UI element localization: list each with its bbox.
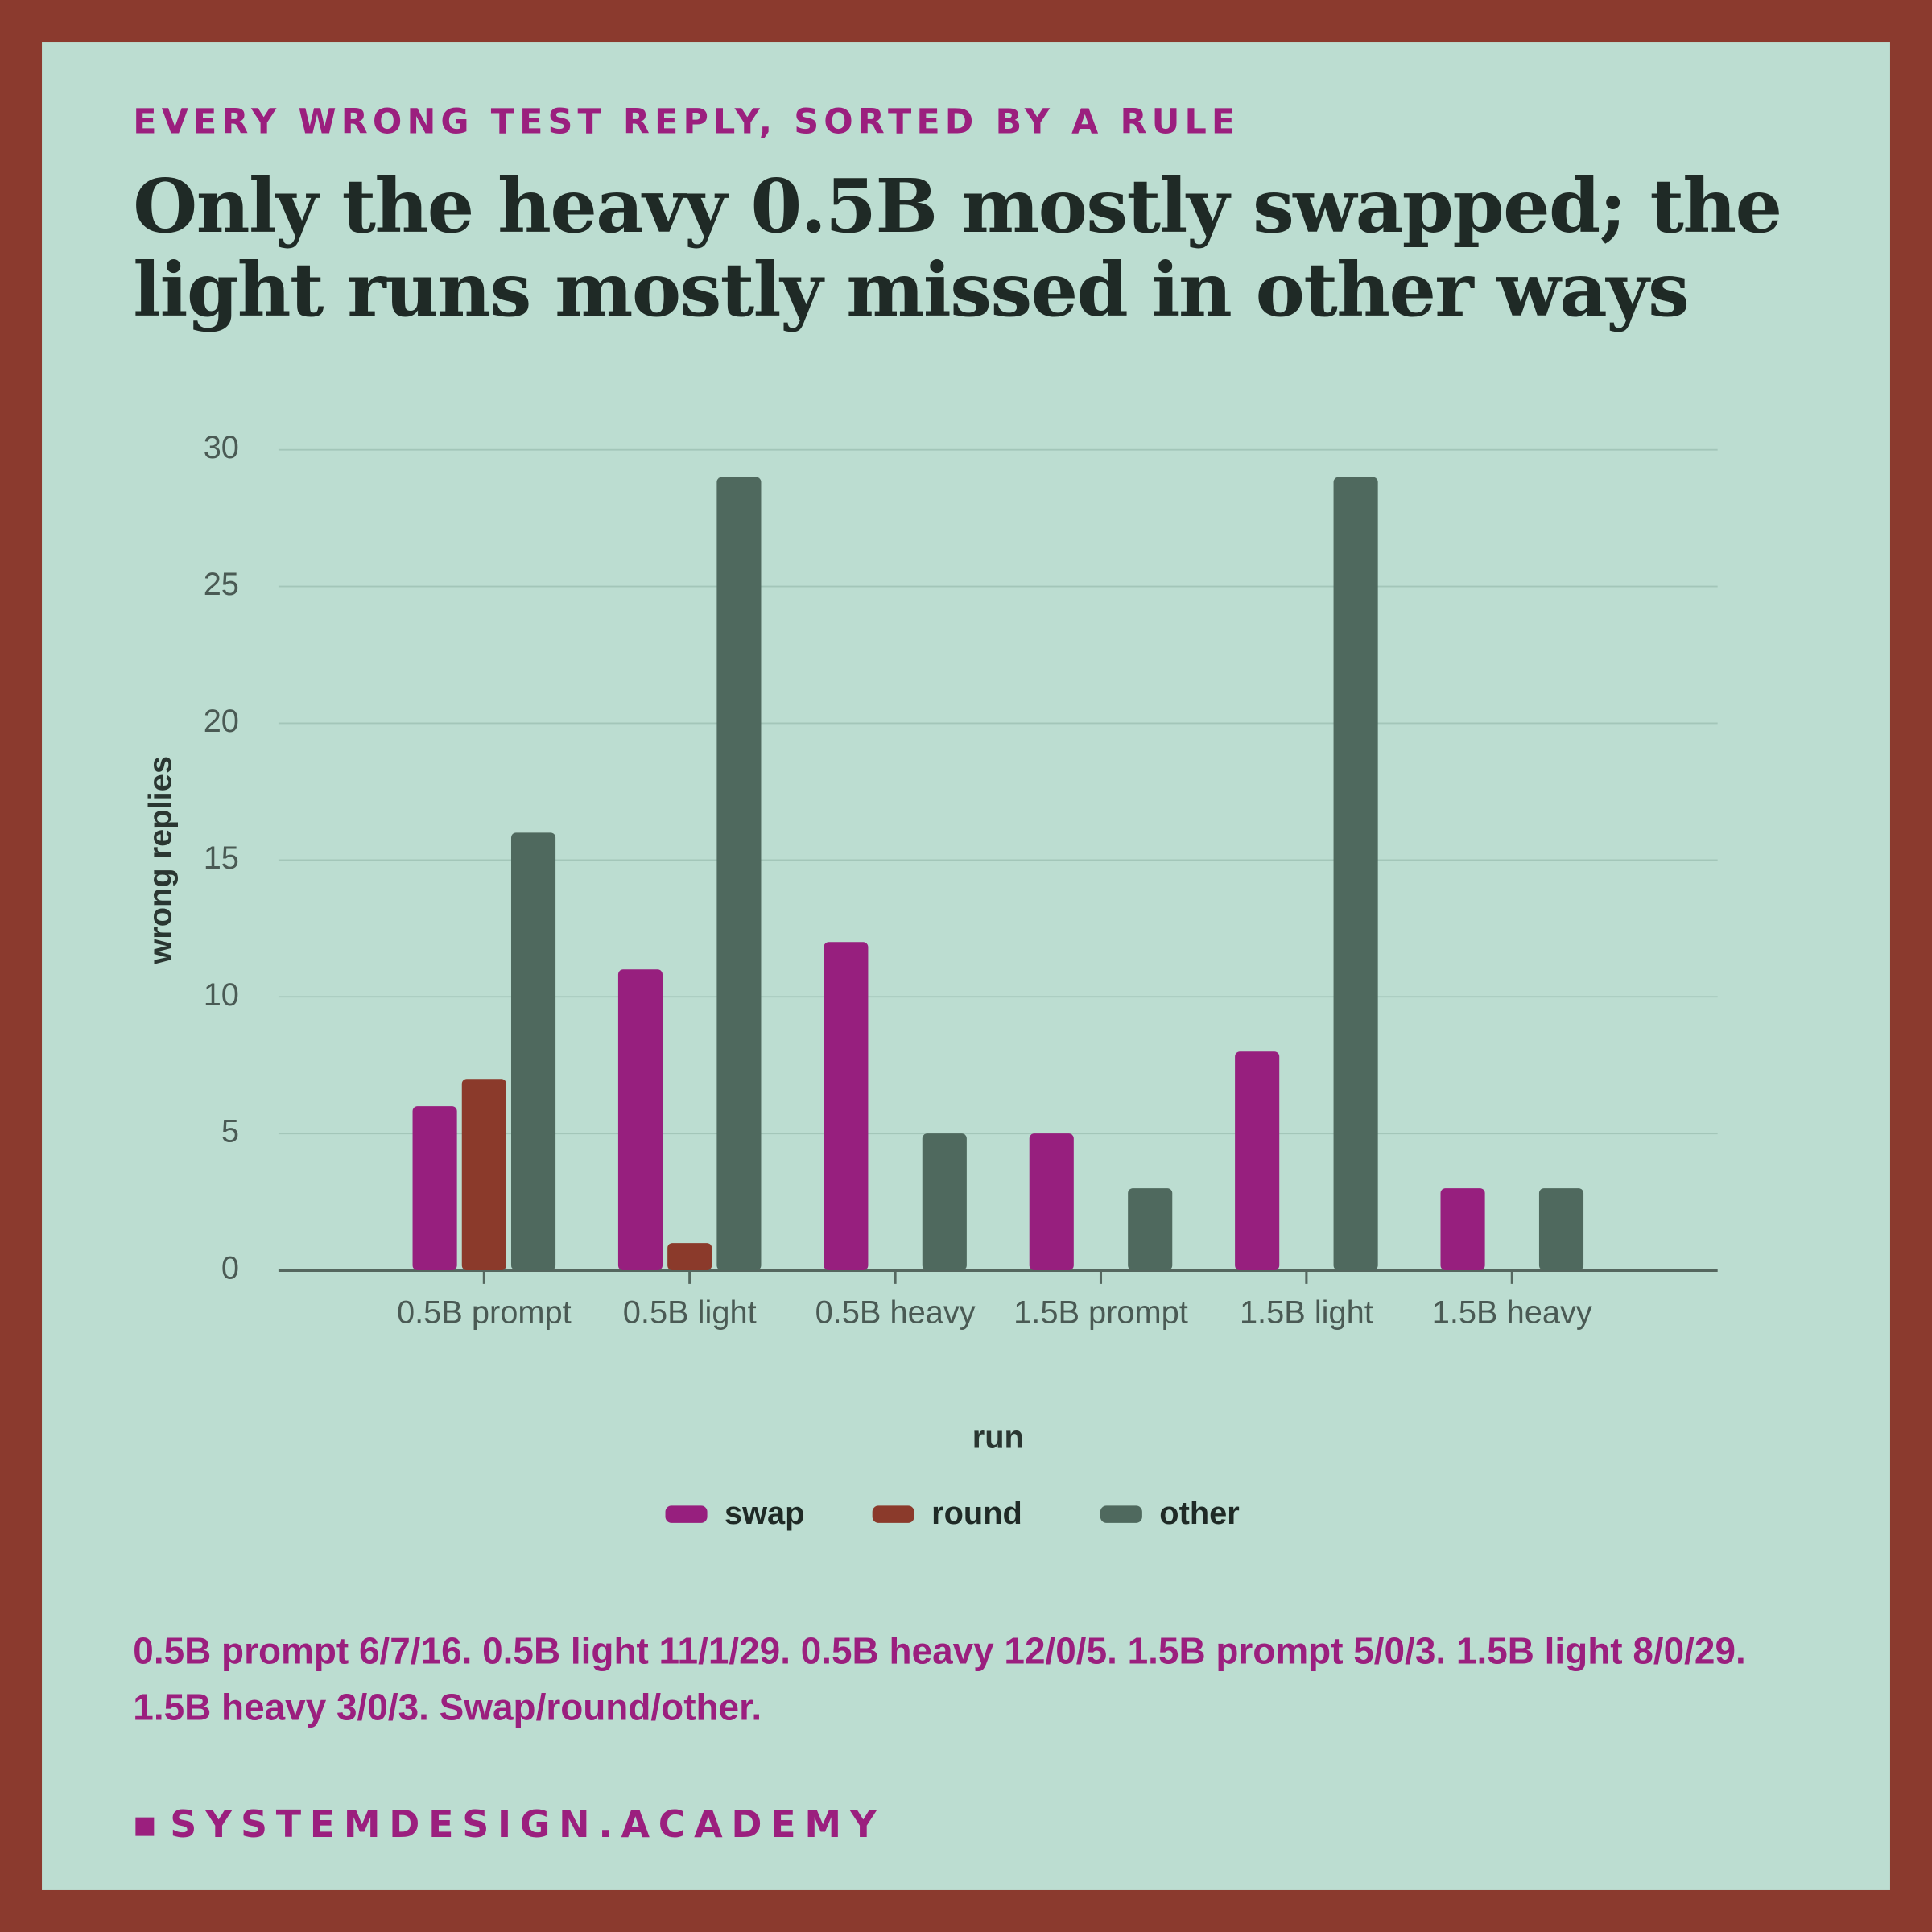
eyebrow: EVERY WRONG TEST REPLY, SORTED BY A RULE — [133, 101, 1241, 142]
legend-label: other — [1159, 1496, 1239, 1531]
y-tick-label: 10 — [204, 977, 239, 1013]
x-tick-label: 0.5B heavy — [815, 1295, 976, 1331]
y-tick-label: 15 — [204, 840, 239, 876]
x-tick-label: 1.5B light — [1240, 1295, 1373, 1331]
bar — [1538, 1188, 1584, 1271]
bar — [461, 1079, 506, 1271]
footer: SYSTEMDESIGN.ACADEMY — [170, 1803, 886, 1847]
bar — [1029, 1133, 1074, 1271]
x-tick-label: 0.5B prompt — [397, 1295, 572, 1331]
y-tick-label: 20 — [204, 704, 239, 739]
y-tick-label: 25 — [204, 567, 239, 602]
bar — [1333, 477, 1378, 1271]
x-tick-label: 0.5B light — [623, 1295, 757, 1331]
y-tick-label: 30 — [204, 430, 239, 465]
bar — [667, 1243, 712, 1271]
chart-title: Only the heavy 0.5B mostly swapped; the … — [133, 163, 1782, 334]
bar — [716, 477, 762, 1271]
y-tick-label: 0 — [221, 1251, 239, 1286]
bar — [1440, 1188, 1485, 1271]
bar — [1235, 1051, 1280, 1271]
bar — [922, 1133, 967, 1271]
bar — [412, 1106, 457, 1271]
y-axis-label: wrong replies — [143, 756, 179, 965]
x-axis-label: run — [972, 1419, 1024, 1455]
legend-swatch — [1100, 1505, 1142, 1523]
bar — [1128, 1188, 1173, 1271]
x-tick-label: 1.5B heavy — [1432, 1295, 1592, 1331]
bar — [617, 969, 663, 1271]
y-tick-label: 5 — [221, 1114, 239, 1150]
legend-label: round — [931, 1496, 1022, 1531]
bar — [824, 942, 869, 1271]
legend-swatch — [665, 1505, 708, 1523]
footer-mark — [135, 1817, 155, 1836]
panel — [42, 42, 1890, 1890]
legend-swatch — [872, 1505, 914, 1523]
x-tick-label: 1.5B prompt — [1013, 1295, 1188, 1331]
legend-label: swap — [724, 1496, 804, 1531]
bar — [510, 832, 556, 1271]
note: 0.5B prompt 6/7/16. 0.5B light 11/1/29. … — [133, 1631, 1746, 1729]
